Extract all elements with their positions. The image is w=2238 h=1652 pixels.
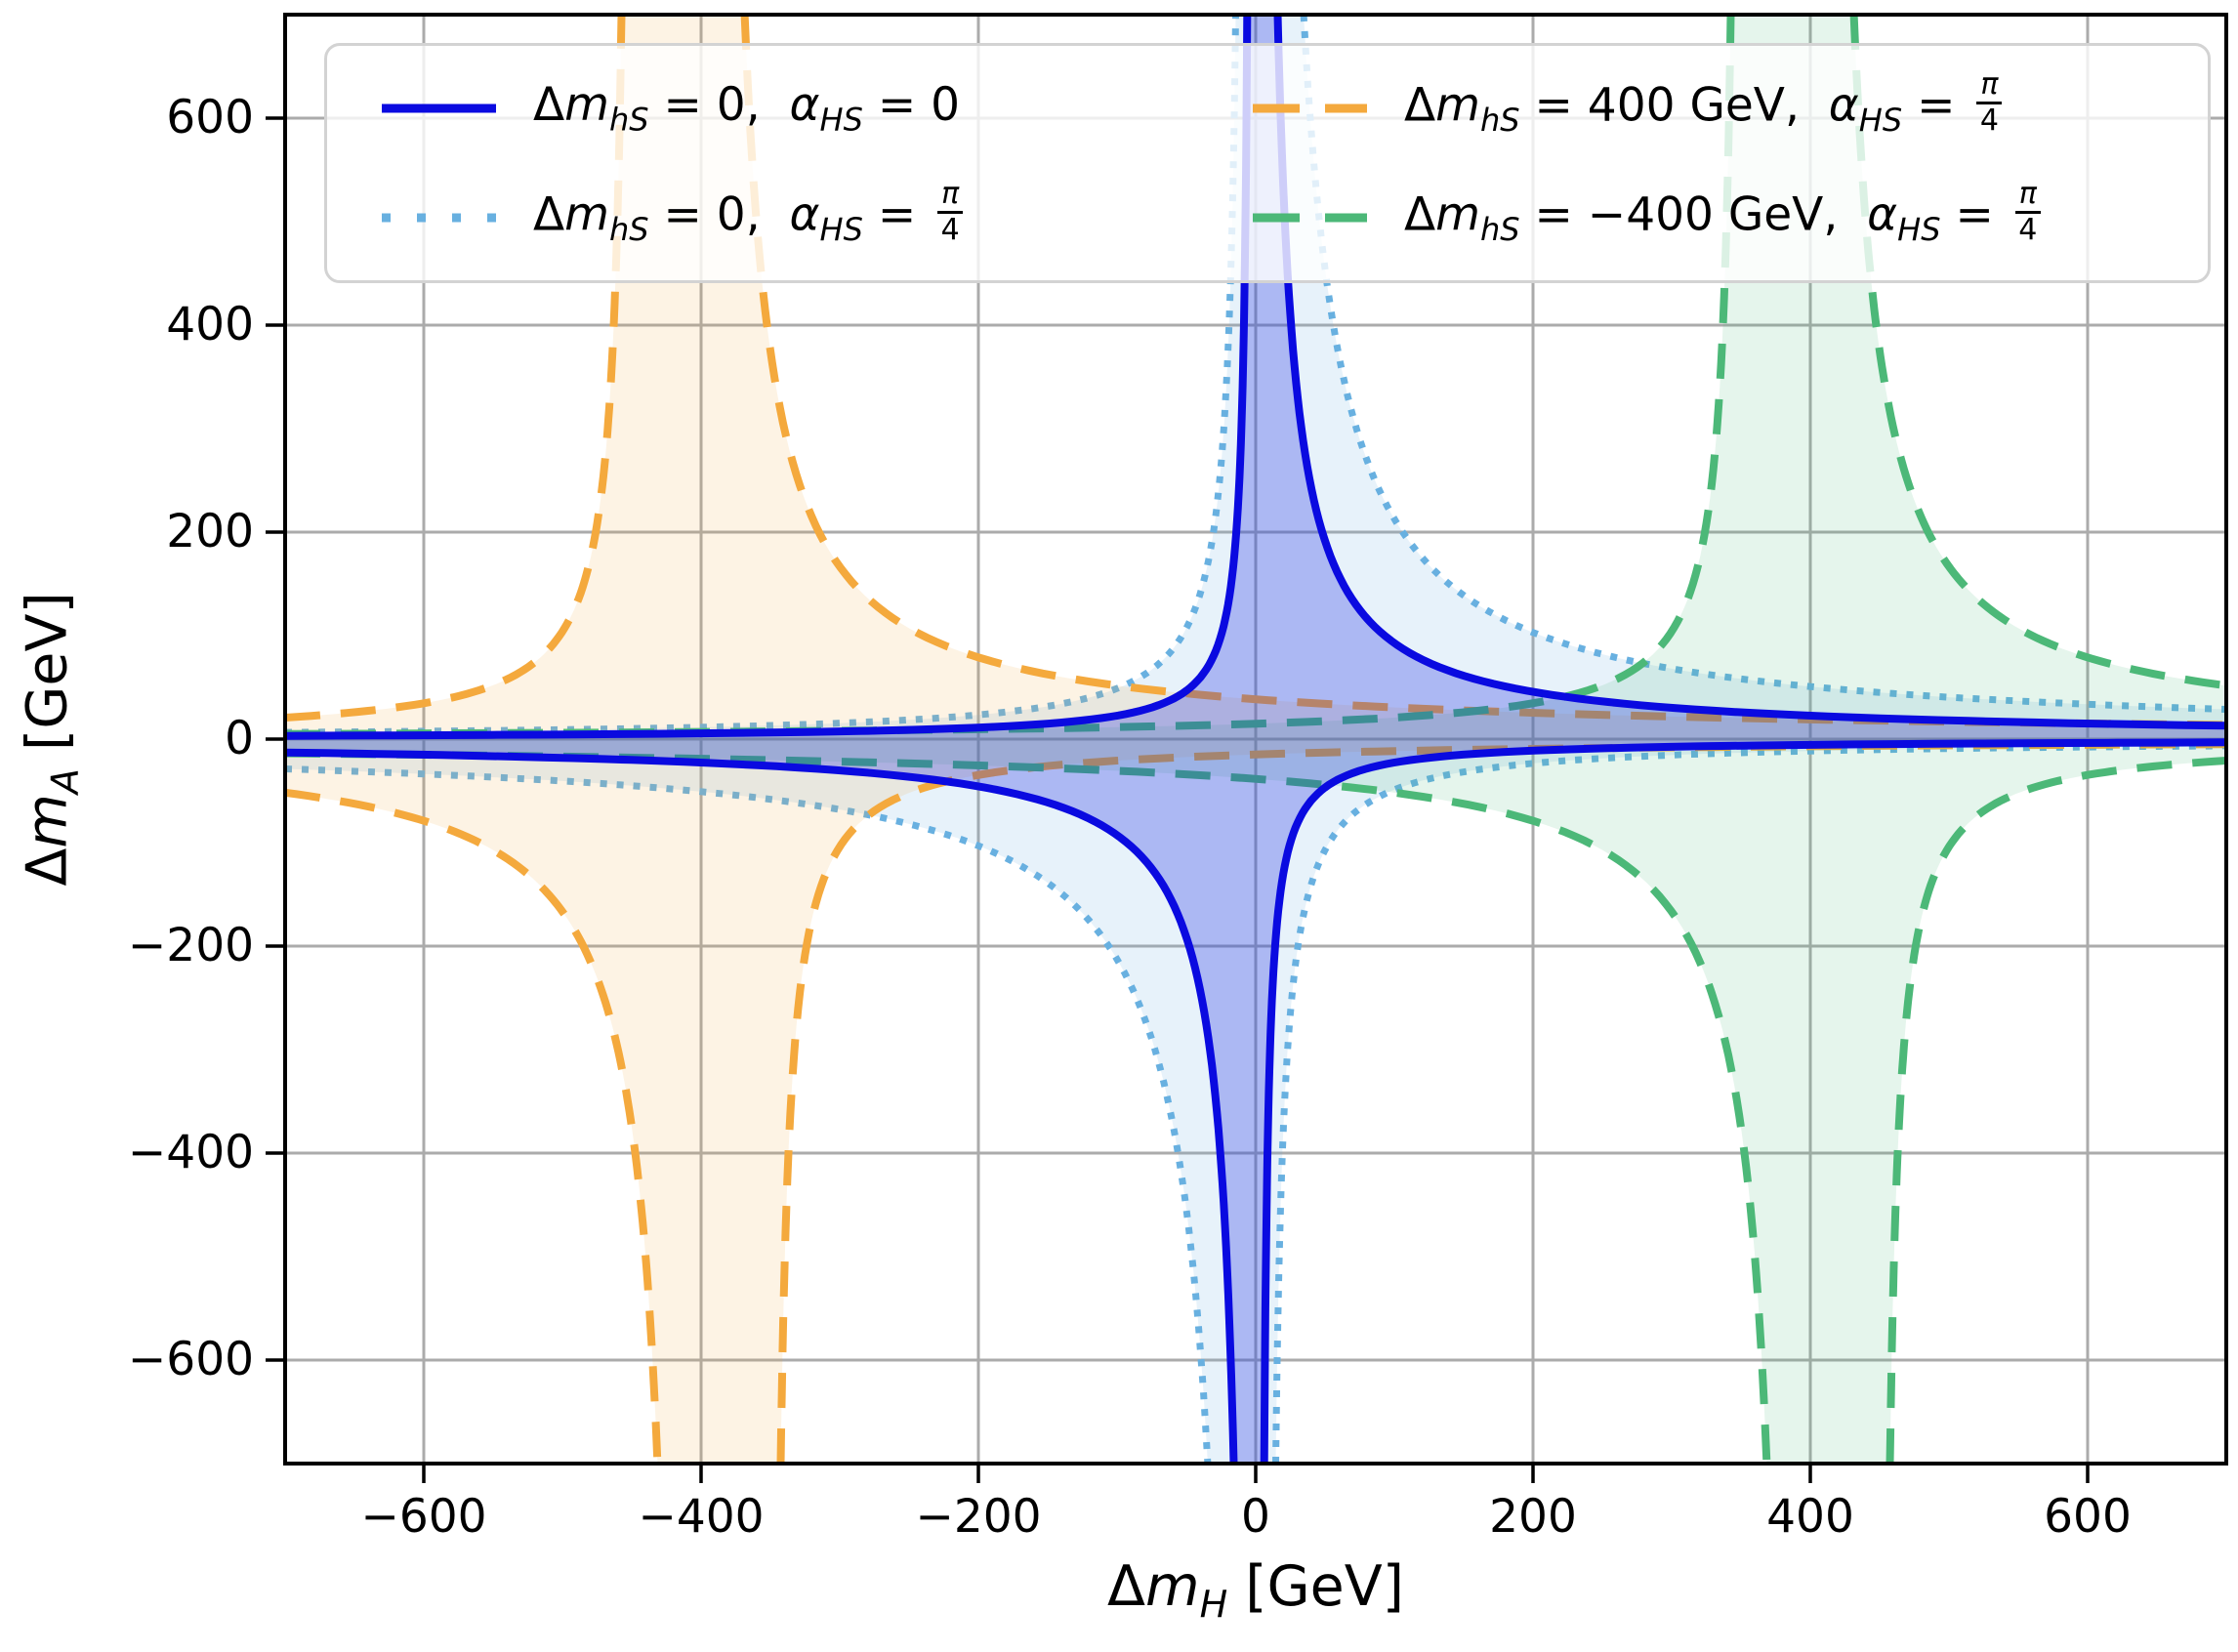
- y-tick-label: −200: [127, 919, 254, 972]
- legend-label: ΔmhS = 0, αHS = 0: [533, 78, 961, 139]
- curve-dmhS=0, aHS=pi/4: [1300, 15, 2226, 713]
- band-fill-dmhS=-400GeV, aHS=pi/4: [285, 15, 2226, 1464]
- y-tick-label: 600: [166, 91, 254, 145]
- y-axis-label-delta: Δ: [15, 847, 80, 887]
- y-tick-label: 0: [225, 712, 254, 765]
- band-fill-dmhS=0, aHS=0: [285, 15, 2226, 1464]
- curve-dmhS=400GeV, aHS=pi/4: [285, 788, 662, 1464]
- legend-sample-dashed-green-line: [1253, 213, 1367, 223]
- band-fill-dmhS=400GeV, aHS=pi/4: [285, 15, 2226, 1464]
- curve-dmhS=0, aHS=0: [285, 15, 1252, 740]
- y-tick-label: 400: [166, 298, 254, 351]
- x-tick-label: −600: [360, 1490, 487, 1544]
- curve-dmhS=-400GeV, aHS=pi/4: [285, 15, 1735, 738]
- curve-dmhS=0, aHS=pi/4: [285, 765, 1212, 1464]
- curve-dmhS=0, aHS=0: [1260, 738, 2226, 1464]
- y-axis-label-unit: [GeV]: [15, 592, 80, 769]
- legend-entry: ΔmhS = 0, αHS = 0: [378, 78, 1249, 139]
- y-axis-label: ΔmA [GeV]: [15, 592, 86, 886]
- curve-dmhS=400GeV, aHS=pi/4: [776, 740, 2226, 1464]
- curve-dmhS=-400GeV, aHS=pi/4: [285, 749, 1771, 1464]
- series-bands: [285, 15, 2226, 1464]
- band-fill-dmhS=0, aHS=pi/4: [285, 15, 2226, 1464]
- curve-dmhS=0, aHS=0: [285, 748, 1238, 1464]
- legend-sample-dashed-orange-line: [1253, 103, 1367, 113]
- x-axis-label-var: m: [1145, 1554, 1200, 1619]
- y-axis-label-var: m: [15, 794, 80, 848]
- curve-dmhS=-400GeV, aHS=pi/4: [1886, 757, 2226, 1464]
- x-tick-label: 0: [1241, 1490, 1270, 1544]
- x-tick-label: 600: [2044, 1490, 2132, 1544]
- x-axis-label-delta: Δ: [1107, 1554, 1146, 1619]
- legend-sample-solid-blue-line: [382, 103, 496, 113]
- y-axis-label-sub: A: [43, 768, 87, 795]
- x-axis-label-unit: [GeV]: [1227, 1554, 1404, 1619]
- legend-sample-dotted-lightblue-line: [382, 213, 496, 223]
- y-tick-label: 200: [166, 505, 254, 558]
- y-tick-label: −400: [127, 1126, 254, 1179]
- x-tick-label: 200: [1489, 1490, 1577, 1544]
- x-axis-label: ΔmH [GeV]: [1107, 1554, 1404, 1626]
- axes-frame: [266, 13, 2228, 1483]
- x-tick-label: −400: [638, 1490, 765, 1544]
- curve-dmhS=0, aHS=pi/4: [285, 15, 1239, 736]
- curve-dmhS=0, aHS=0: [1273, 15, 2226, 730]
- x-tick-label: −200: [915, 1490, 1042, 1544]
- y-tick-label: −600: [127, 1333, 254, 1386]
- x-axis-label-sub: H: [1199, 1583, 1228, 1627]
- curve-dmhS=400GeV, aHS=pi/4: [740, 15, 2226, 729]
- x-tick-label: 400: [1766, 1490, 1854, 1544]
